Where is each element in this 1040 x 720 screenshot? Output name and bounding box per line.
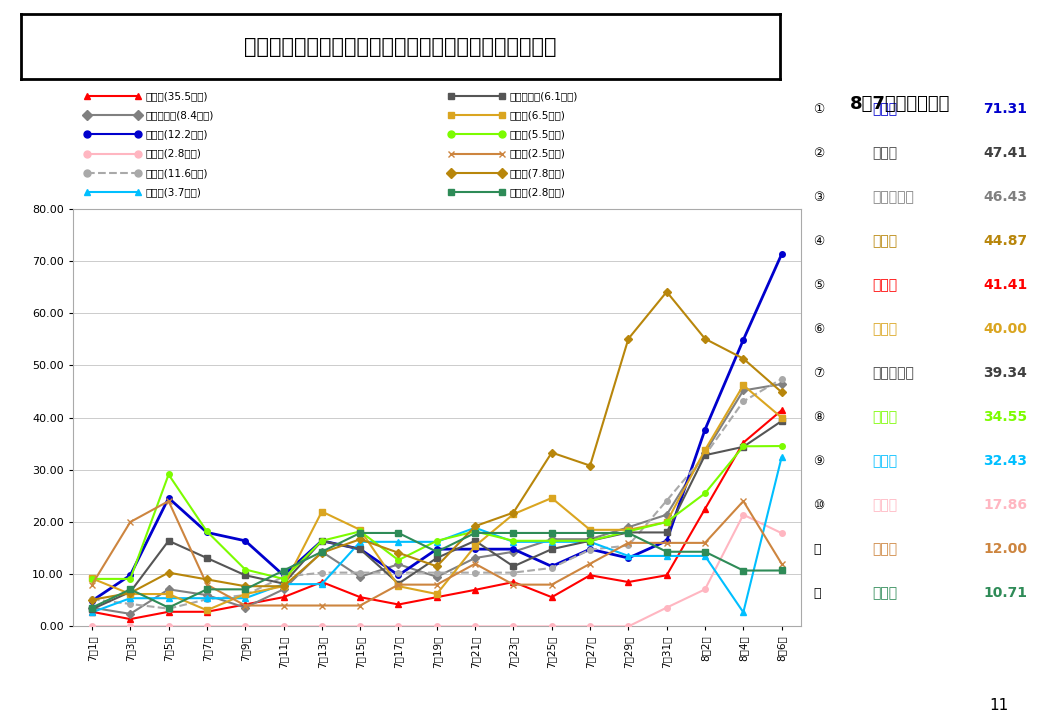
Text: 12.00: 12.00 <box>984 542 1028 556</box>
Text: 39.34: 39.34 <box>984 366 1028 380</box>
Text: 大和高田市(6.1万人): 大和高田市(6.1万人) <box>510 91 578 101</box>
Text: ③: ③ <box>813 191 825 204</box>
Text: ⑪: ⑪ <box>813 543 821 556</box>
Text: 71.31: 71.31 <box>984 102 1028 116</box>
Text: 41.41: 41.41 <box>983 278 1028 292</box>
Text: 8月7日（土）時点: 8月7日（土）時点 <box>850 95 950 113</box>
Text: 五條市: 五條市 <box>873 498 898 512</box>
Text: 生駒市(11.6万人): 生駒市(11.6万人) <box>146 168 208 178</box>
Text: 34.55: 34.55 <box>983 410 1028 424</box>
Text: 大和高田市: 大和高田市 <box>873 366 914 380</box>
Text: 46.43: 46.43 <box>984 190 1028 204</box>
Text: 10.71: 10.71 <box>984 586 1028 600</box>
Text: 17.86: 17.86 <box>984 498 1028 512</box>
Text: 大和郡山市: 大和郡山市 <box>873 190 914 204</box>
Text: ⑤: ⑤ <box>813 279 825 292</box>
Text: 宇陀市(2.8万人): 宇陀市(2.8万人) <box>510 187 566 197</box>
Text: 桜井市(5.5万人): 桜井市(5.5万人) <box>510 130 566 140</box>
Text: 葛城市: 葛城市 <box>873 454 898 468</box>
Text: ⑧: ⑧ <box>813 410 825 423</box>
Text: 御所市: 御所市 <box>873 542 898 556</box>
Text: ⑥: ⑥ <box>813 323 825 336</box>
Text: 香芝市: 香芝市 <box>873 234 898 248</box>
Text: ①: ① <box>813 103 825 116</box>
Text: 44.87: 44.87 <box>983 234 1028 248</box>
Text: 橿原市: 橿原市 <box>873 102 898 116</box>
Text: 葛城市(3.7万人): 葛城市(3.7万人) <box>146 187 202 197</box>
Text: ⑫: ⑫ <box>813 587 821 600</box>
Text: 橿原市(12.2万人): 橿原市(12.2万人) <box>146 130 208 140</box>
Text: 香芝市(7.8万人): 香芝市(7.8万人) <box>510 168 566 178</box>
Text: 47.41: 47.41 <box>983 146 1028 161</box>
Text: 県内１２市の直近１週間の１０万人当たり陽性者数推移: 県内１２市の直近１週間の１０万人当たり陽性者数推移 <box>244 37 556 57</box>
Text: 御所市(2.5万人): 御所市(2.5万人) <box>510 148 566 158</box>
Text: 天理市(6.5万人): 天理市(6.5万人) <box>510 110 566 120</box>
Text: 天理市: 天理市 <box>873 323 898 336</box>
Text: 桜井市: 桜井市 <box>873 410 898 424</box>
Text: 宇陀市: 宇陀市 <box>873 586 898 600</box>
Text: 40.00: 40.00 <box>984 323 1028 336</box>
Text: ⑦: ⑦ <box>813 366 825 379</box>
Text: 五條市(2.8万人): 五條市(2.8万人) <box>146 148 202 158</box>
Text: ②: ② <box>813 147 825 160</box>
Text: ⑩: ⑩ <box>813 499 825 512</box>
Text: 11: 11 <box>989 698 1009 713</box>
Text: 奈良市(35.5万人): 奈良市(35.5万人) <box>146 91 208 101</box>
Text: 生駒市: 生駒市 <box>873 146 898 161</box>
Text: ⑨: ⑨ <box>813 455 825 468</box>
Text: ④: ④ <box>813 235 825 248</box>
Text: 大和郡山市(8.4万人): 大和郡山市(8.4万人) <box>146 110 214 120</box>
Text: 奈良市: 奈良市 <box>873 278 898 292</box>
Text: 32.43: 32.43 <box>984 454 1028 468</box>
